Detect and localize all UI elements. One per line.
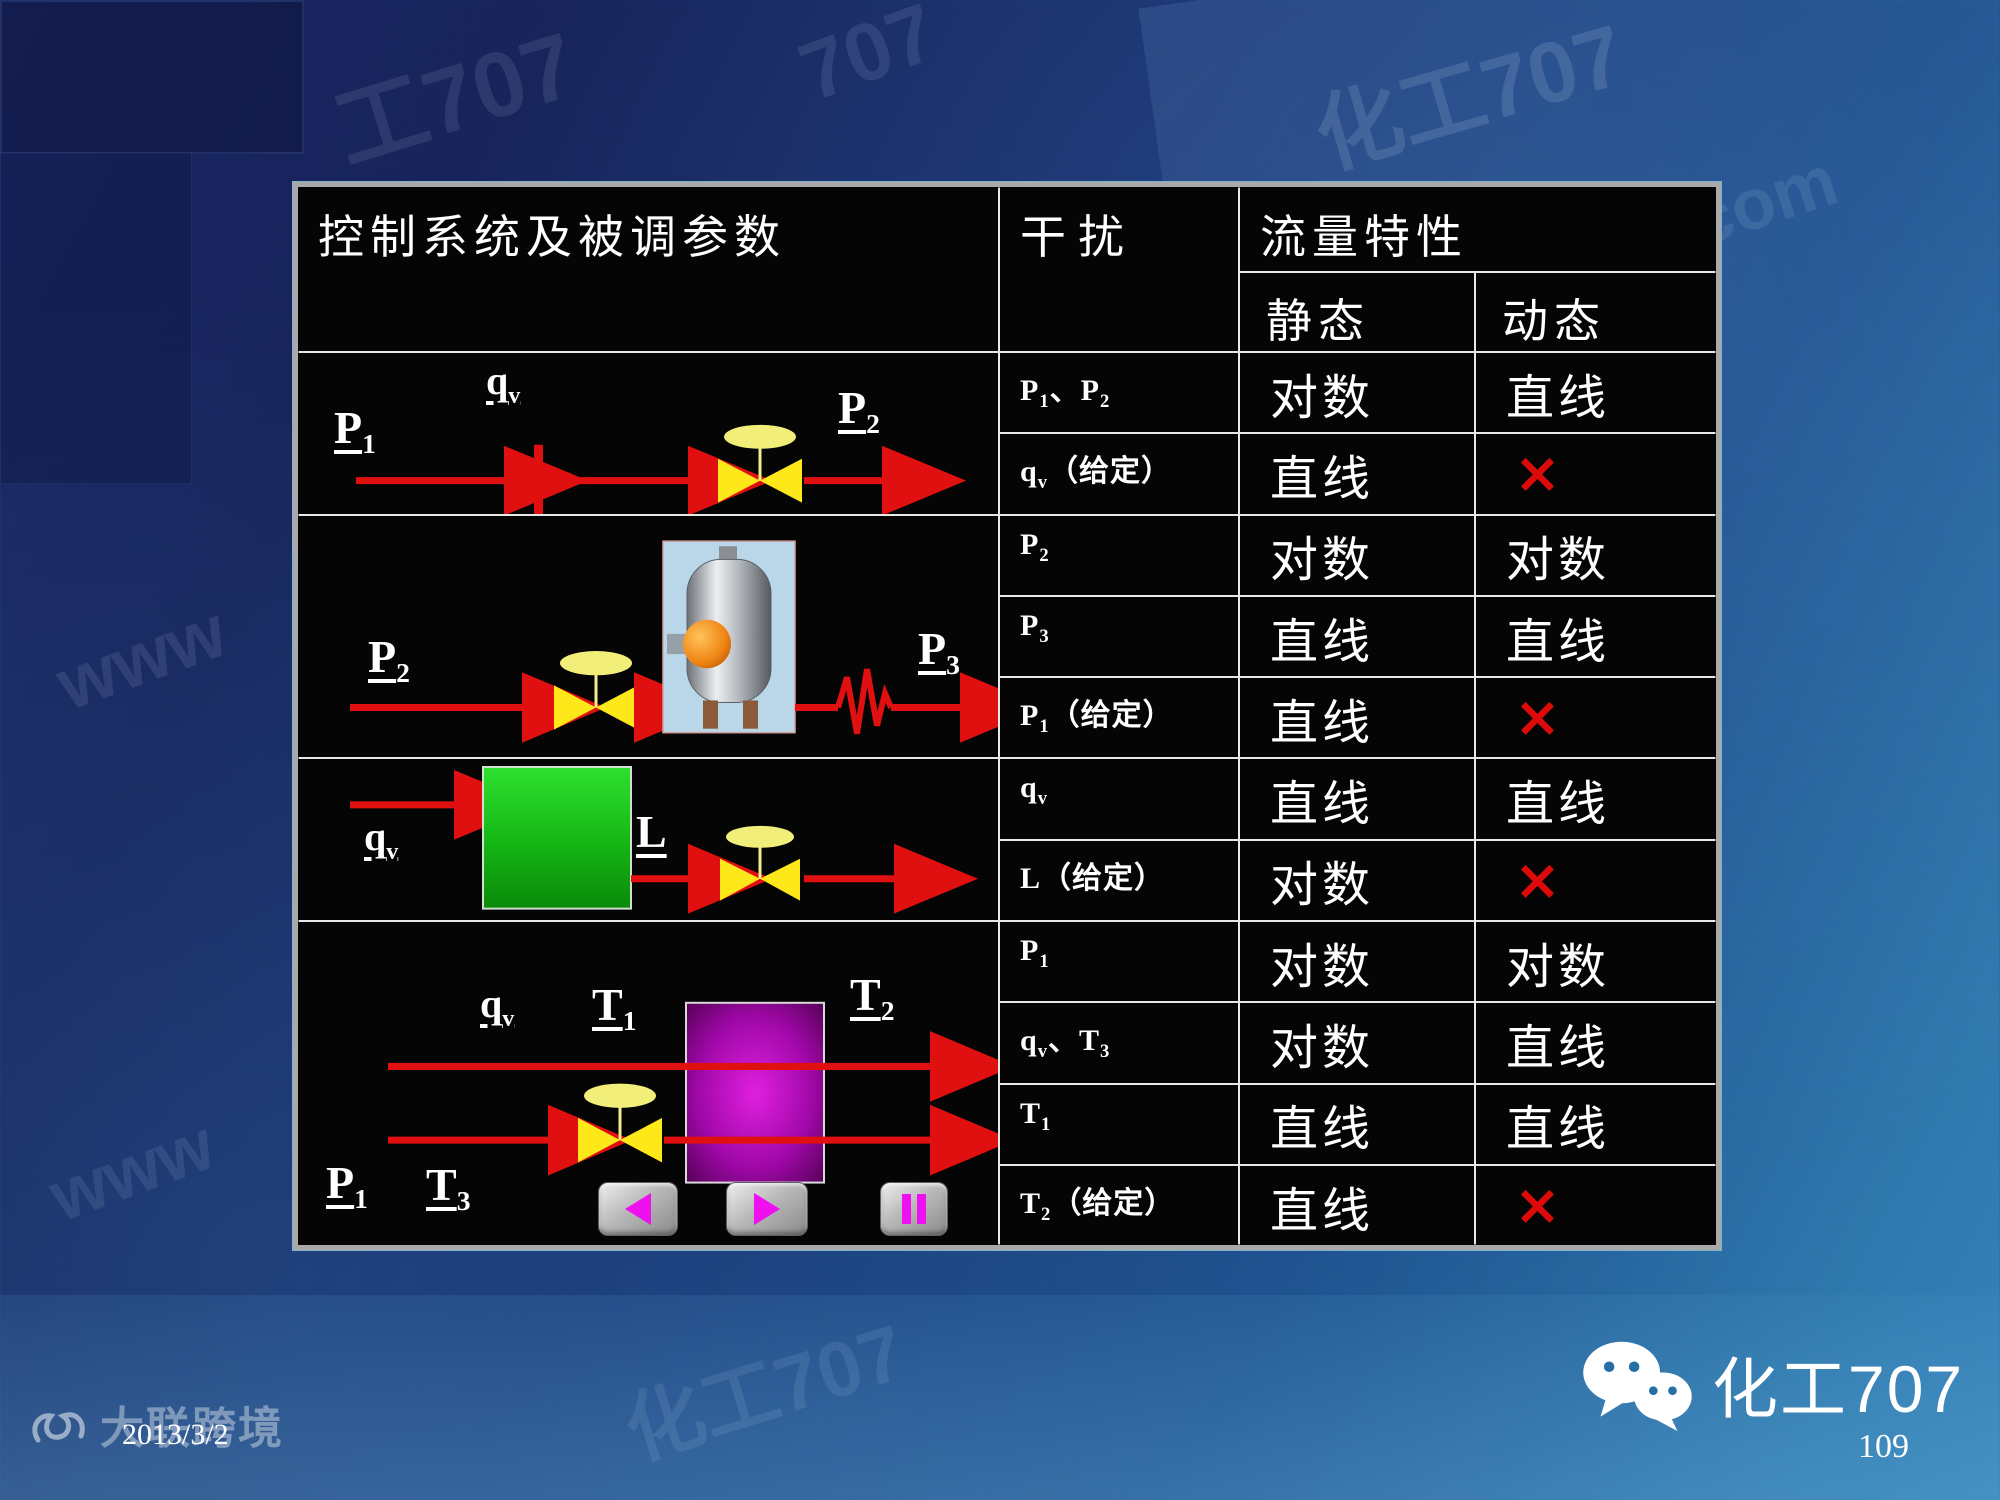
static-value-cell: 直线 [1240, 1084, 1474, 1164]
label-l: L [636, 806, 667, 858]
static-value-cell: 对数 [1240, 922, 1474, 1002]
background-pane [0, 152, 192, 484]
disturbance-cell: P1 [1000, 922, 1238, 1002]
label-p1: P1 [326, 1157, 368, 1215]
disturbance-cell: T1 [1000, 1084, 1238, 1164]
dynamic-value-cell: × [1476, 840, 1716, 921]
process-vessel-green [482, 766, 632, 911]
label-p2: P2 [838, 382, 880, 440]
disturbance-cell: qv、T3 [1000, 1003, 1238, 1083]
disturbance-cell: qv（给定） [1000, 434, 1238, 514]
background-watermark: www [39, 1104, 225, 1238]
valve-icon [554, 650, 638, 730]
header-static: 静态 [1240, 273, 1474, 351]
dynamic-value-cell: × [1476, 1165, 1716, 1246]
disturbance-cell: P3 [1000, 596, 1238, 677]
footer-watermark-icon [32, 1412, 85, 1443]
static-value-cell: 直线 [1240, 434, 1474, 514]
flow-table: 控制系统及被调参数 干扰 流量特性 静态 动态 P1 qv P2 [293, 182, 1721, 1251]
label-p3: P3 [918, 622, 960, 680]
pause-icon [902, 1194, 926, 1225]
dynamic-value-cell: 直线 [1476, 759, 1716, 839]
static-value-cell: 对数 [1240, 515, 1474, 595]
header-disturbance: 干扰 [1000, 187, 1238, 351]
tank-image [662, 540, 796, 734]
footer-watermark-text: 大联跨境 [100, 1404, 284, 1453]
static-value-cell: 直线 [1240, 596, 1474, 677]
orifice-icon [534, 444, 543, 514]
static-value-cell: 直线 [1240, 759, 1474, 839]
pipe-diagram-4 [388, 1001, 998, 1184]
nav-pause-button[interactable] [880, 1182, 948, 1237]
disturbance-cell: T2（给定） [1000, 1165, 1238, 1246]
background-pane [0, 0, 304, 154]
dynamic-value-cell: 对数 [1476, 922, 1716, 1002]
disturbance-cell: P1、P2 [1000, 353, 1238, 433]
label-t1: T1 [592, 979, 637, 1037]
valve-icon [720, 826, 800, 902]
page-number: 109 [1858, 1428, 1909, 1465]
pipe-diagram-1 [356, 424, 966, 514]
static-value-cell: 对数 [1240, 353, 1474, 433]
pipe-diagram-3 [350, 766, 978, 915]
diagram-level-tank: qv L [298, 759, 998, 921]
nav-forward-button[interactable] [726, 1182, 808, 1237]
static-value-cell: 对数 [1240, 1003, 1474, 1083]
disturbance-cell: P2 [1000, 515, 1238, 595]
label-p2: P2 [368, 630, 410, 688]
background-watermark: 工707 [322, 13, 588, 184]
diagram-pressure-pipe: P1 qv P2 [298, 353, 998, 514]
label-t2: T2 [850, 969, 895, 1027]
disturbance-cell: L（给定） [1000, 840, 1238, 921]
resistance-squiggle-icon [835, 668, 894, 734]
right-triangle-icon [754, 1193, 780, 1226]
label-t3: T3 [426, 1159, 471, 1217]
diagram-heat-exchanger: qv T1 T2 P1 T3 [298, 922, 998, 1246]
header-flow-characteristic: 流量特性 [1240, 187, 1716, 271]
footer-watermark: 大联跨境 [28, 1392, 284, 1456]
dynamic-value-cell: 直线 [1476, 596, 1716, 677]
wechat-icon [1583, 1341, 1692, 1432]
label-p1: P1 [334, 402, 376, 460]
dynamic-value-cell: 直线 [1476, 353, 1716, 433]
diagram-tank-pipe: P2 P3 [298, 515, 998, 758]
label-qv: qv [480, 981, 515, 1033]
pipe-diagram-2 [350, 540, 998, 743]
brand-name: 化工707 [1712, 1352, 1965, 1426]
slide-date: 2013/3/2 [122, 1418, 229, 1451]
dynamic-value-cell: 对数 [1476, 515, 1716, 595]
header-control-system: 控制系统及被调参数 [298, 187, 998, 351]
static-value-cell: 直线 [1240, 1165, 1474, 1246]
static-value-cell: 对数 [1240, 840, 1474, 921]
brand-logo: 化工707 [1578, 1336, 1964, 1432]
heat-exchanger-purple [685, 1001, 825, 1184]
dynamic-value-cell: 直线 [1476, 1084, 1716, 1164]
disturbance-cell: qv [1000, 759, 1238, 839]
label-qv: qv [486, 358, 521, 409]
valve-icon [718, 424, 802, 503]
label-qv: qv [364, 814, 399, 866]
dynamic-value-cell: × [1476, 678, 1716, 758]
background-watermark: www [46, 588, 237, 727]
dynamic-value-cell: 直线 [1476, 1003, 1716, 1083]
valve-icon [578, 1083, 662, 1163]
header-dynamic: 动态 [1476, 273, 1716, 351]
left-triangle-icon [625, 1193, 651, 1226]
nav-back-button[interactable] [598, 1182, 678, 1237]
static-value-cell: 直线 [1240, 678, 1474, 758]
disturbance-cell: P1（给定） [1000, 678, 1238, 758]
background-watermark: 707 [788, 0, 949, 119]
dynamic-value-cell: × [1476, 434, 1716, 514]
